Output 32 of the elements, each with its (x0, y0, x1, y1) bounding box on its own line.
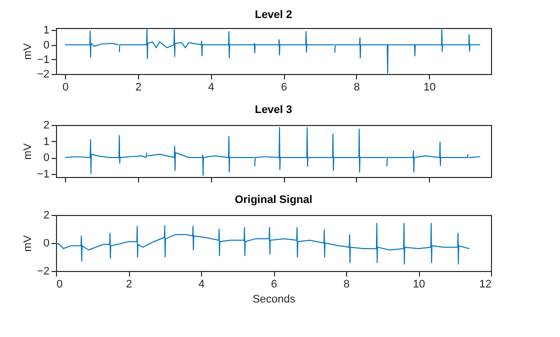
y-tick-label: 1 (43, 24, 50, 37)
x-tick-label: 10 (412, 278, 426, 290)
x-tick-label: 2 (126, 278, 132, 290)
x-tick-label: 12 (479, 278, 492, 290)
x-tick-label: 4 (208, 82, 214, 94)
x-tick-label: 0 (56, 278, 63, 290)
x-tick-label: 10 (423, 82, 436, 94)
y-axis-title: mV (22, 42, 34, 60)
x-tick-label: 8 (354, 82, 360, 94)
x-tick-label: 2 (135, 82, 142, 94)
chart-title: Original Signal (234, 194, 312, 206)
y-tick-label: 0 (43, 39, 50, 52)
y-tick-label: 1 (43, 136, 50, 148)
chart-title: Level 2 (254, 9, 292, 22)
x-axis-title: Seconds (252, 294, 296, 306)
line-series (56, 222, 470, 264)
x-tick-label: 6 (270, 278, 278, 290)
y-tick-label: −1 (36, 168, 50, 180)
y-tick-label: 2 (43, 210, 50, 222)
y-tick-label: 0 (43, 152, 50, 164)
x-tick-label: 8 (343, 278, 350, 290)
x-tick-label: 4 (198, 278, 205, 290)
chart-title: Level 3 (254, 104, 292, 116)
y-tick-label: −2 (36, 266, 50, 278)
y-tick-label: 2 (43, 120, 50, 132)
y-axis-title: mV (22, 142, 34, 160)
y-tick-label: −1 (36, 54, 50, 66)
x-tick-label: 0 (62, 82, 69, 94)
x-tick-label: 6 (280, 82, 288, 94)
y-tick-label: 0 (43, 238, 50, 250)
y-axis-title: mV (22, 234, 34, 252)
y-tick-label: −2 (36, 68, 50, 80)
